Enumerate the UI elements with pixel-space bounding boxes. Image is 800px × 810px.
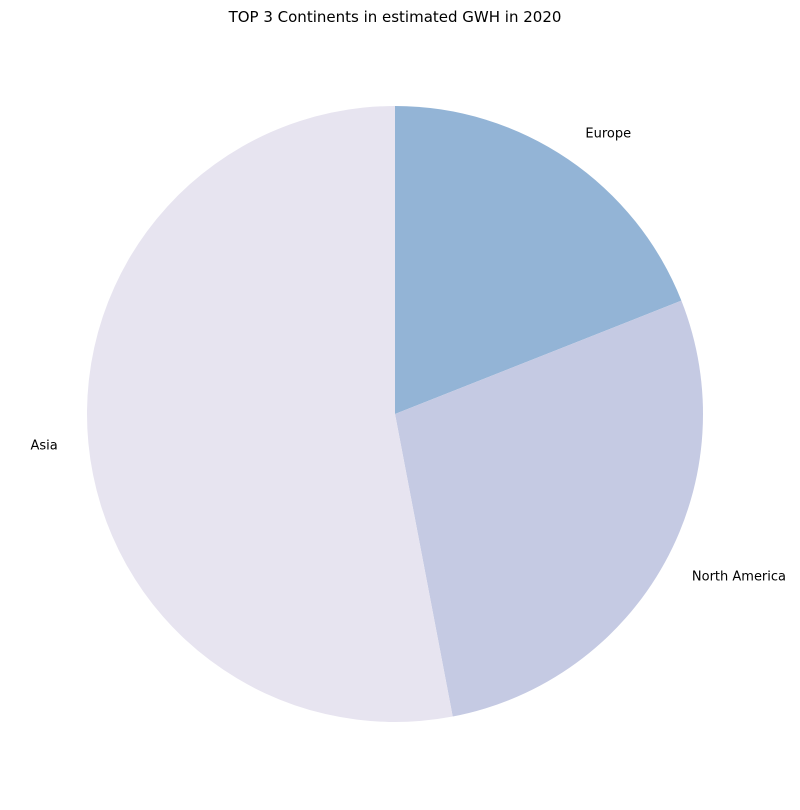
pie-slice-asia (87, 106, 453, 722)
pie-label-europe: Europe (585, 126, 631, 141)
chart-title: TOP 3 Continents in estimated GWH in 202… (228, 8, 562, 26)
pie-slice-europe (395, 106, 682, 414)
pie-label-asia: Asia (30, 438, 57, 453)
pie-slices (87, 106, 703, 722)
pie-label-north-america: North America (692, 570, 786, 585)
pie-slice-north-america (395, 300, 703, 717)
pie-labels: Europe North America Asia (30, 126, 786, 584)
